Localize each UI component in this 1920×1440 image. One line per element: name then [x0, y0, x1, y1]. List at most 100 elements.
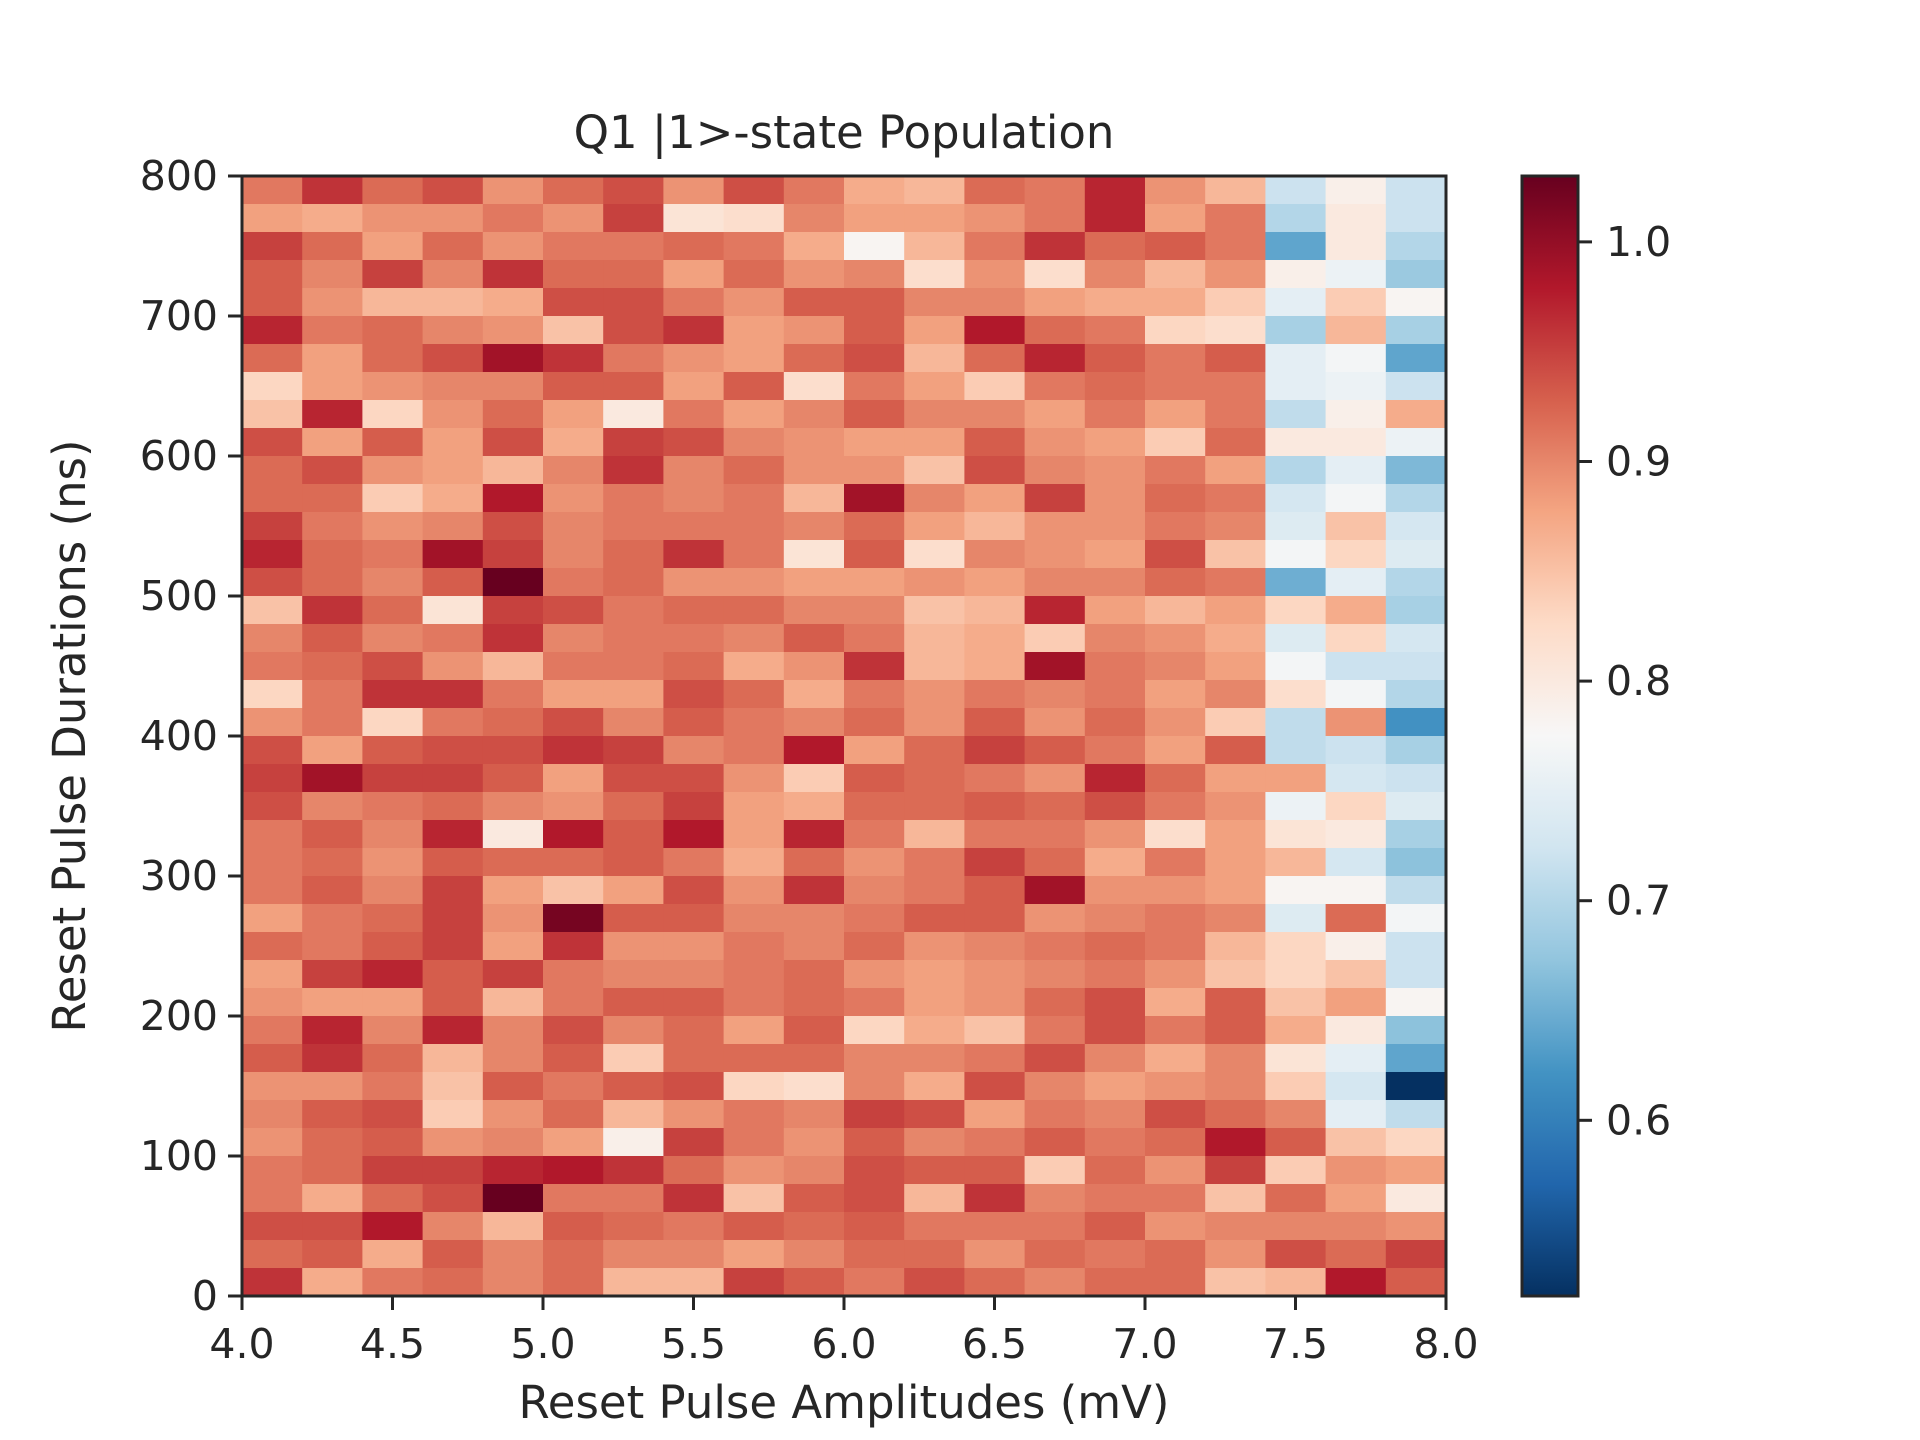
- heatmap-cell: [482, 288, 544, 317]
- heatmap-cell: [844, 372, 905, 401]
- y-tick-label: 100: [140, 1132, 218, 1180]
- heatmap-cell: [663, 372, 725, 401]
- heatmap-cell: [1205, 456, 1266, 485]
- heatmap-cell: [723, 1128, 785, 1157]
- heatmap-cell: [1325, 428, 1387, 457]
- heatmap-cell: [964, 316, 1026, 345]
- heatmap-cell: [1265, 736, 1327, 765]
- heatmap-cell: [482, 456, 544, 485]
- heatmap-cell: [422, 316, 484, 345]
- heatmap-cell: [302, 344, 363, 373]
- heatmap-cell: [1024, 288, 1086, 317]
- heatmap-cell: [543, 428, 604, 457]
- heatmap-cell: [603, 1072, 664, 1101]
- heatmap-cell: [1145, 260, 1206, 289]
- heatmap-cell: [1205, 344, 1266, 373]
- x-tick-label: 7.5: [1263, 1320, 1328, 1368]
- heatmap-cell: [663, 1212, 725, 1241]
- heatmap-cell: [362, 1044, 424, 1073]
- heatmap-cell: [1205, 1240, 1266, 1269]
- heatmap-cell: [723, 848, 785, 877]
- heatmap-cell: [904, 1268, 965, 1297]
- heatmap-cell: [904, 624, 965, 653]
- heatmap-cell: [844, 876, 905, 905]
- heatmap-cell: [242, 288, 303, 317]
- heatmap-cell: [482, 1044, 544, 1073]
- heatmap-cell: [1024, 1240, 1086, 1269]
- heatmap-cell: [603, 1016, 664, 1045]
- heatmap-cell: [1265, 1072, 1327, 1101]
- heatmap-cell: [362, 316, 424, 345]
- heatmap-cell: [904, 176, 965, 205]
- heatmap-cell: [1385, 1156, 1447, 1185]
- heatmap-cell: [783, 960, 845, 989]
- heatmap-cell: [1385, 344, 1447, 373]
- heatmap-cell: [302, 1016, 363, 1045]
- heatmap-cell: [543, 1212, 604, 1241]
- heatmap-cell: [723, 1044, 785, 1073]
- heatmap-cell: [302, 1072, 363, 1101]
- heatmap-cell: [663, 1072, 725, 1101]
- heatmap-cell: [783, 344, 845, 373]
- heatmap-cell: [1145, 1072, 1206, 1101]
- heatmap-cell: [844, 652, 905, 681]
- heatmap-cell: [603, 988, 664, 1017]
- heatmap-cell: [844, 176, 905, 205]
- heatmap-cell: [1385, 624, 1447, 653]
- heatmap-cell: [422, 1268, 484, 1297]
- heatmap-cell: [1205, 1100, 1266, 1129]
- heatmap-cell: [844, 344, 905, 373]
- heatmap-cell: [964, 400, 1026, 429]
- heatmap-cell: [1084, 344, 1146, 373]
- heatmap-cell: [1325, 680, 1387, 709]
- heatmap-cell: [1385, 680, 1447, 709]
- heatmap-cell: [1265, 1100, 1327, 1129]
- heatmap-cell: [362, 904, 424, 933]
- heatmap-cell: [482, 316, 544, 345]
- heatmap-cell: [783, 400, 845, 429]
- heatmap-cell: [1265, 316, 1327, 345]
- heatmap-cell: [1325, 1212, 1387, 1241]
- heatmap-cell: [1205, 1072, 1266, 1101]
- heatmap-cell: [1265, 344, 1327, 373]
- heatmap-cell: [302, 1240, 363, 1269]
- heatmap-cell: [1084, 876, 1146, 905]
- heatmap-cell: [482, 568, 544, 597]
- heatmap-cell: [844, 792, 905, 821]
- heatmap-cell: [1024, 708, 1086, 737]
- heatmap-cell: [1385, 848, 1447, 877]
- heatmap-cell: [964, 288, 1026, 317]
- heatmap-cell: [1205, 680, 1266, 709]
- heatmap-cell: [482, 512, 544, 541]
- heatmap-cell: [1145, 1156, 1206, 1185]
- heatmap-cell: [783, 1184, 845, 1213]
- heatmap-cell: [1145, 876, 1206, 905]
- heatmap-cell: [723, 316, 785, 345]
- heatmap-cell: [362, 848, 424, 877]
- heatmap-cell: [543, 876, 604, 905]
- heatmap-cell: [1385, 1016, 1447, 1045]
- heatmap-cell: [663, 764, 725, 793]
- heatmap-cell: [1265, 540, 1327, 569]
- heatmap-cell: [1024, 456, 1086, 485]
- heatmap-cell: [844, 316, 905, 345]
- heatmap-cell: [1024, 1128, 1086, 1157]
- heatmap-cell: [1325, 1184, 1387, 1213]
- heatmap-cell: [422, 484, 484, 513]
- heatmap-cell: [482, 400, 544, 429]
- heatmap-cell: [844, 428, 905, 457]
- heatmap-cell: [723, 484, 785, 513]
- x-tick-label: 4.0: [209, 1320, 274, 1368]
- heatmap-cell: [844, 1184, 905, 1213]
- heatmap-cell: [1024, 232, 1086, 261]
- heatmap-cell: [663, 232, 725, 261]
- heatmap-cell: [844, 260, 905, 289]
- heatmap-cell: [422, 1156, 484, 1185]
- heatmap-cell: [1084, 400, 1146, 429]
- heatmap-cell: [723, 344, 785, 373]
- heatmap-cell: [362, 344, 424, 373]
- heatmap-cell: [964, 344, 1026, 373]
- heatmap-cell: [783, 260, 845, 289]
- heatmap-cell: [1205, 540, 1266, 569]
- heatmap-cell: [663, 288, 725, 317]
